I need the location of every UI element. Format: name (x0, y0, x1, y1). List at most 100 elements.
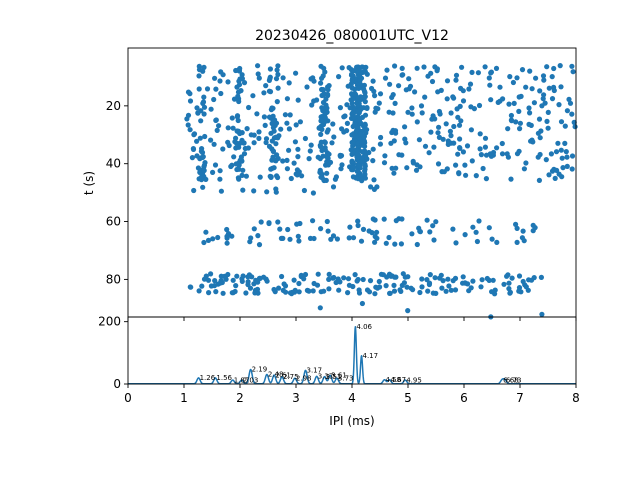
raster-point (306, 156, 312, 162)
raster-point (310, 190, 316, 196)
raster-point (202, 133, 208, 140)
raster-point (448, 133, 454, 139)
raster-point (554, 167, 560, 173)
raster-point (266, 143, 273, 149)
raster-point (417, 164, 423, 170)
raster-point (331, 134, 337, 140)
raster-point (269, 105, 275, 111)
raster-point (350, 96, 356, 102)
raster-point (275, 219, 281, 225)
raster-point (284, 157, 290, 163)
raster-point (535, 154, 541, 160)
raster-point (330, 184, 337, 190)
raster-point (256, 242, 263, 248)
raster-point (318, 114, 324, 120)
raster-point (453, 77, 459, 83)
ipi-y-tick-label: 0 (113, 377, 121, 391)
raster-point (390, 92, 396, 98)
raster-point (417, 229, 423, 235)
raster-point (460, 149, 466, 155)
raster-point (357, 78, 363, 84)
ipi-peak-label: 2.61 (275, 371, 291, 379)
ipi-peak-label: 4.17 (363, 352, 379, 360)
raster-point (337, 153, 343, 159)
raster-point (432, 64, 438, 70)
raster-point (404, 165, 410, 171)
raster-point (555, 140, 561, 146)
raster-point (517, 120, 524, 126)
raster-point (213, 117, 219, 123)
raster-point (237, 65, 243, 72)
raster-point (296, 280, 302, 287)
raster-point (230, 125, 236, 131)
raster-point (430, 223, 436, 229)
raster-point (251, 188, 257, 194)
raster-point (474, 238, 480, 245)
raster-point (286, 80, 292, 86)
raster-point (218, 90, 224, 97)
ipi-peak-label: 2.03 (243, 376, 259, 384)
raster-point (194, 105, 200, 111)
raster-point (453, 240, 459, 246)
raster-point (546, 85, 552, 91)
raster-point (360, 226, 367, 232)
raster-point (295, 154, 301, 160)
raster-point (428, 129, 434, 135)
raster-point (318, 139, 324, 145)
raster-point (564, 163, 570, 169)
ipi-peak-label: 4.58 (386, 376, 402, 384)
ipi-peak-label: 3.61 (331, 372, 347, 380)
raster-point (429, 116, 435, 122)
raster-point (273, 76, 280, 82)
raster-point (275, 63, 281, 69)
raster-point (238, 156, 244, 162)
raster-point (399, 216, 405, 222)
raster-point (314, 282, 321, 288)
raster-point (414, 65, 420, 71)
raster-point (470, 278, 476, 284)
raster-point (364, 105, 370, 111)
raster-point (435, 161, 442, 167)
raster-point (225, 271, 231, 278)
raster-point (200, 184, 206, 190)
raster-point (516, 285, 523, 291)
raster-point (275, 71, 281, 78)
raster-point (403, 87, 409, 93)
raster-point (369, 85, 375, 92)
raster-point (478, 284, 484, 290)
raster-point (350, 165, 356, 171)
raster-point (240, 187, 246, 193)
raster-point (295, 146, 301, 152)
raster-point (233, 140, 239, 146)
raster-point (374, 229, 380, 235)
raster-point (391, 282, 397, 288)
raster-point (372, 291, 378, 297)
raster-point (261, 114, 267, 120)
raster-point (359, 114, 366, 120)
raster-point (201, 104, 208, 110)
raster-point (353, 128, 359, 134)
raster-point (318, 80, 324, 86)
raster-point (531, 100, 538, 106)
raster-point (248, 235, 254, 241)
raster-point (203, 229, 209, 235)
raster-point (488, 69, 494, 75)
raster-point (282, 112, 288, 118)
raster-point (569, 166, 575, 172)
raster-point (460, 280, 466, 286)
raster-point (383, 240, 389, 246)
raster-point (273, 141, 279, 147)
raster-point (188, 284, 194, 290)
raster-point (456, 171, 462, 177)
raster-point (370, 158, 376, 164)
raster-point (545, 109, 551, 115)
raster-point (482, 64, 488, 70)
raster-point (352, 121, 358, 127)
raster-point (476, 218, 482, 224)
raster-point (458, 118, 464, 124)
raster-point (393, 218, 399, 224)
raster-point (536, 116, 543, 122)
raster-point (424, 277, 430, 283)
raster-point (483, 176, 489, 182)
